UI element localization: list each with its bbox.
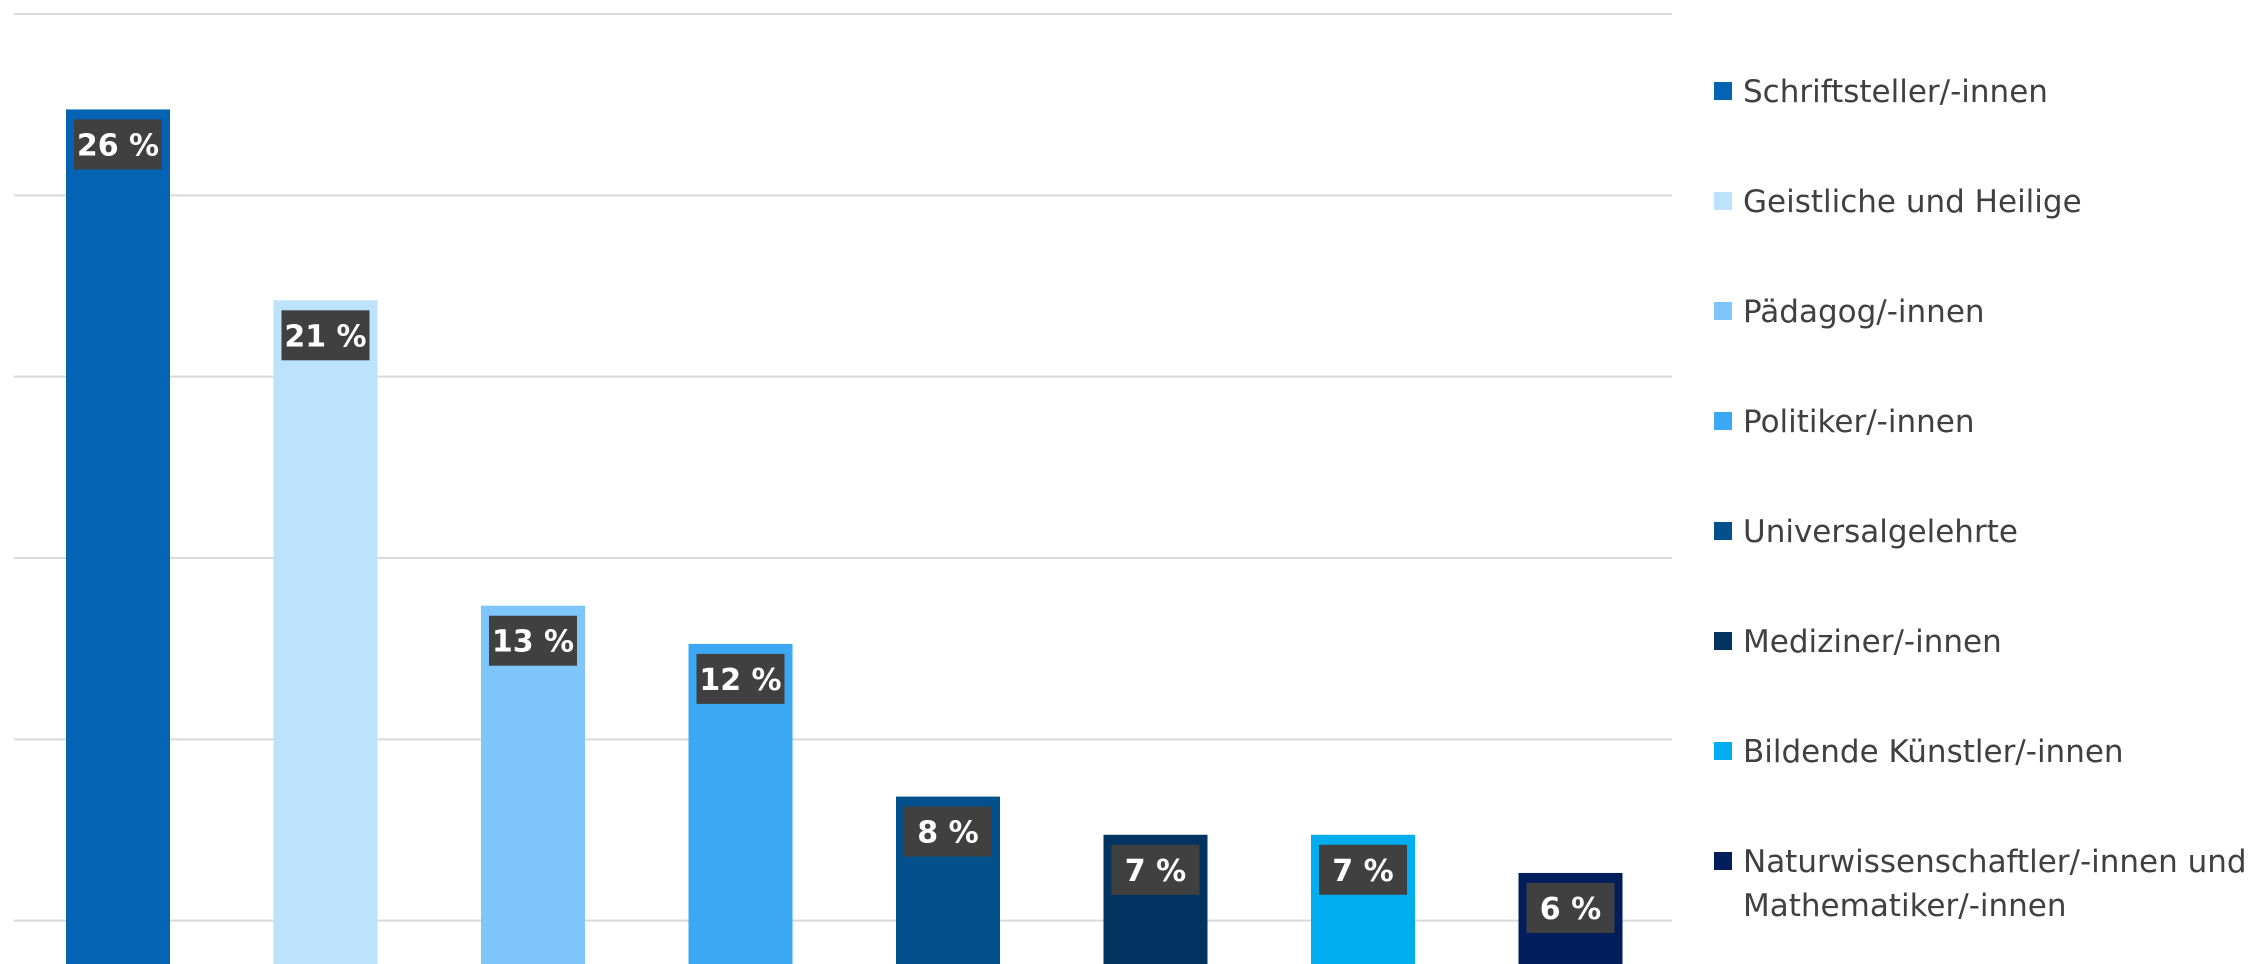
bars xyxy=(66,109,1623,964)
data-label-6: 7 % xyxy=(1125,854,1186,889)
legend-swatch xyxy=(1714,82,1732,100)
legend-swatch xyxy=(1714,192,1732,210)
data-label-3: 13 % xyxy=(492,625,574,660)
data-label-box-4 xyxy=(696,653,785,704)
legend-label: Universalgelehrte xyxy=(1743,514,2018,550)
legend-label: Pädagog/-innen xyxy=(1743,294,1985,330)
legend-swatch xyxy=(1714,412,1732,430)
legend-swatch xyxy=(1714,522,1732,540)
legend-item: Politiker/-innen xyxy=(1714,400,2263,444)
legend-item: Bildende Künstler/-innen xyxy=(1714,730,2263,774)
legend-item: Geistliche und Heilige xyxy=(1714,180,2263,224)
legend-swatch xyxy=(1714,852,1732,870)
data-label-box-2 xyxy=(281,310,370,361)
data-label-7: 7 % xyxy=(1332,854,1393,889)
legend-item: Naturwissenschaftler/-innen und Mathemat… xyxy=(1714,840,2263,928)
data-label-box-5 xyxy=(904,806,992,857)
legend-item: Mediziner/-innen xyxy=(1714,620,2263,664)
gridlines xyxy=(14,13,1672,922)
data-label-8: 6 % xyxy=(1540,892,1601,927)
legend-swatch xyxy=(1714,742,1732,760)
data-label-box-3 xyxy=(489,615,577,666)
bar-chart: 26 % 21 % 13 % 12 % 8 % 7 % 7 % 6 % xyxy=(14,13,1672,964)
legend-item: Schriftsteller/-innen xyxy=(1714,70,2263,114)
legend-label: Geistliche und Heilige xyxy=(1743,184,2082,220)
data-label-5: 8 % xyxy=(917,816,978,851)
data-label-box-8 xyxy=(1526,882,1615,933)
data-label-box-1 xyxy=(74,119,162,170)
legend: Schriftsteller/-innen Geistliche und Heil… xyxy=(1714,0,2266,964)
legend-swatch xyxy=(1714,632,1732,650)
data-label-1: 26 % xyxy=(77,128,159,163)
bar-2 xyxy=(273,300,378,964)
data-label-4: 12 % xyxy=(699,663,781,698)
bar-1 xyxy=(66,109,170,964)
legend-label: Politiker/-innen xyxy=(1743,404,1975,440)
data-label-box-7 xyxy=(1319,844,1407,895)
legend-label: Schriftsteller/-innen xyxy=(1743,74,2048,110)
legend-item: Universalgelehrte xyxy=(1714,510,2263,554)
legend-label: Naturwissenschaftler/-innen und Mathemat… xyxy=(1743,844,2247,924)
legend-item: Pädagog/-innen xyxy=(1714,290,2263,334)
legend-label: Mediziner/-innen xyxy=(1743,624,2002,660)
data-labels: 26 % 21 % 13 % 12 % 8 % 7 % 7 % 6 % xyxy=(74,119,1615,933)
data-label-2: 21 % xyxy=(284,319,366,354)
legend-label: Bildende Künstler/-innen xyxy=(1743,734,2124,770)
data-label-box-6 xyxy=(1111,844,1200,895)
legend-swatch xyxy=(1714,302,1732,320)
